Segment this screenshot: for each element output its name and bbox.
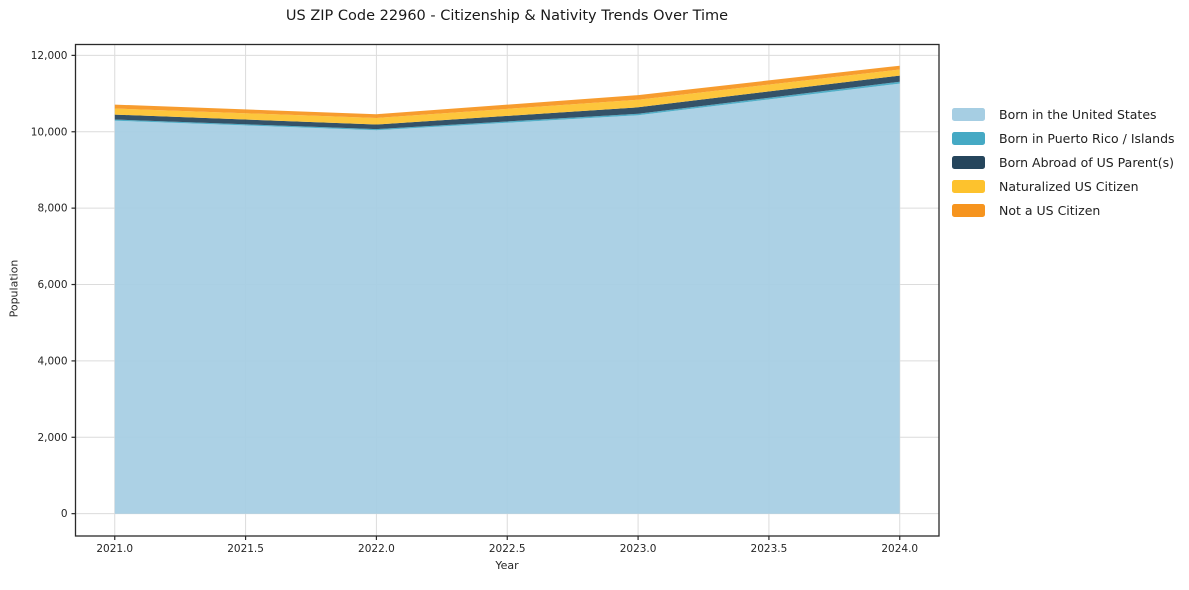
y-tick-label: 4,000	[37, 355, 67, 367]
x-tick-label: 2021.5	[227, 543, 264, 555]
legend-label: Born in Puerto Rico / Islands	[999, 130, 1175, 146]
x-tick-label: 2024.0	[881, 543, 918, 555]
y-tick-label: 12,000	[31, 50, 68, 62]
legend-item: Naturalized US Citizen	[952, 178, 1175, 194]
x-tick-label: 2022.0	[358, 543, 395, 555]
area-series-2	[114, 75, 900, 130]
legend-item: Born Abroad of US Parent(s)	[952, 154, 1175, 170]
legend-swatch-icon	[952, 179, 985, 193]
legend-label: Born in the United States	[999, 106, 1157, 122]
chart-title: US ZIP Code 22960 - Citizenship & Nativi…	[285, 8, 729, 24]
legend-swatch-icon	[952, 155, 985, 169]
area-series-0	[114, 83, 900, 514]
area-series-3	[114, 69, 900, 125]
y-tick-label: 2,000	[37, 432, 67, 444]
x-tick-label: 2023.0	[620, 543, 657, 555]
y-tick-label: 6,000	[37, 279, 67, 291]
y-axis-label: Population	[7, 259, 21, 318]
x-tick-label: 2021.0	[96, 543, 133, 555]
x-axis-label: Year	[495, 559, 519, 572]
legend-swatch-icon	[952, 131, 985, 145]
x-tick-label: 2023.5	[751, 543, 788, 555]
legend-swatch-icon	[952, 107, 985, 121]
legend-item: Born in the United States	[952, 106, 1175, 122]
legend-label: Naturalized US Citizen	[999, 178, 1139, 194]
legend-swatch-icon	[952, 203, 985, 217]
legend-label: Not a US Citizen	[999, 202, 1101, 218]
y-tick-label: 8,000	[37, 203, 67, 215]
legend-item: Not a US Citizen	[952, 202, 1175, 218]
legend-label: Born Abroad of US Parent(s)	[999, 154, 1174, 170]
y-tick-label: 10,000	[31, 126, 68, 138]
legend-item: Born in Puerto Rico / Islands	[952, 130, 1175, 146]
x-tick-label: 2022.5	[489, 543, 526, 555]
area-series-4	[114, 65, 900, 118]
legend: Born in the United States Born in Puerto …	[952, 106, 1175, 218]
y-tick-label: 0	[61, 508, 68, 520]
